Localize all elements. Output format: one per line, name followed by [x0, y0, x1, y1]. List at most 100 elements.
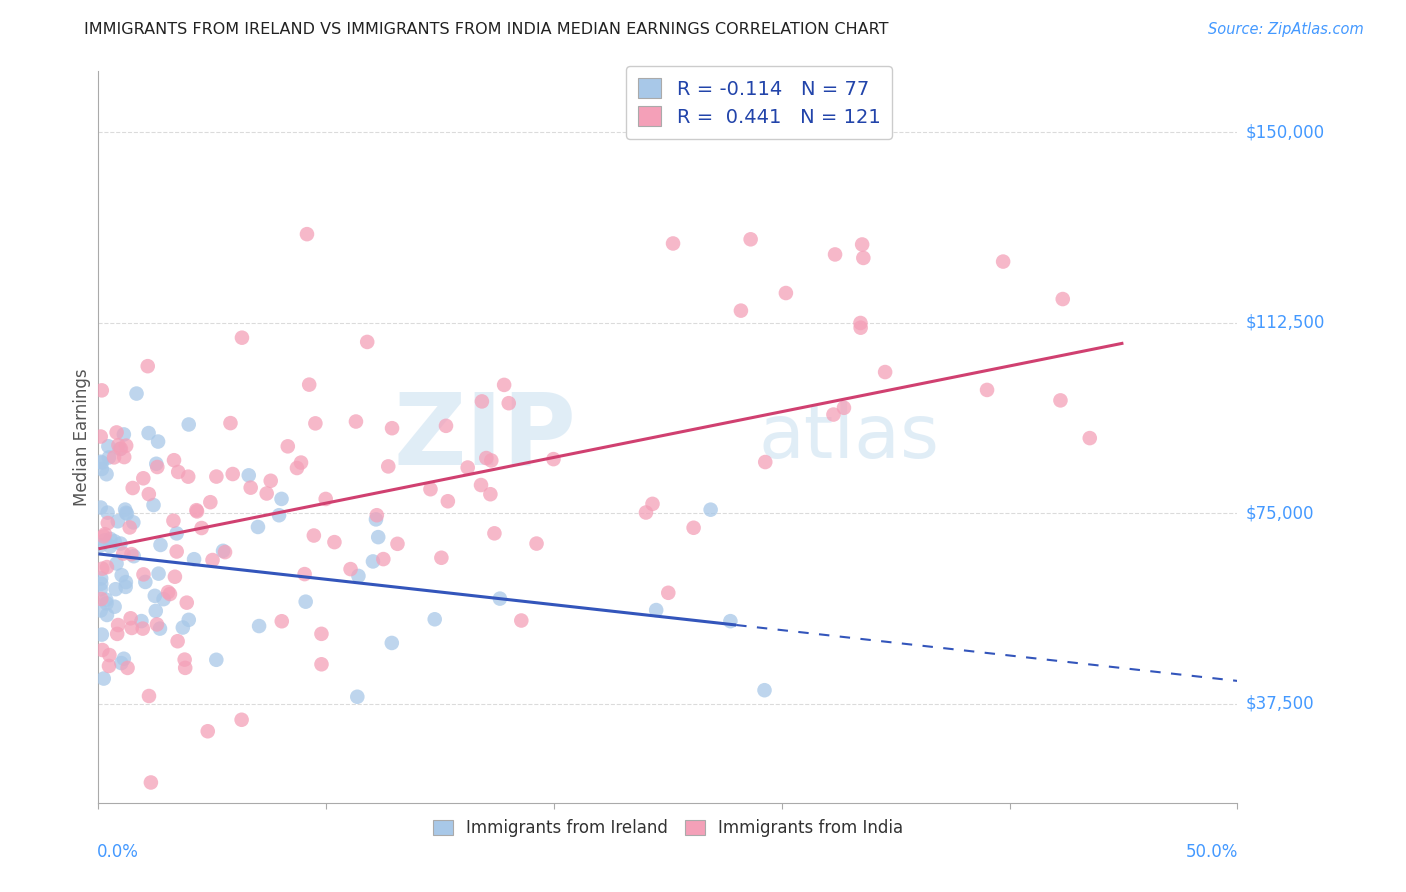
Point: [682, 521, 704, 535]
Point: [96, 467, 118, 482]
Point: [104, 599, 127, 614]
Point: [346, 690, 368, 704]
Point: [166, 634, 188, 648]
Text: $150,000: $150,000: [1246, 123, 1324, 141]
Point: [114, 502, 136, 516]
Point: [142, 498, 165, 512]
Point: [98, 540, 121, 554]
Point: [112, 652, 135, 666]
Point: [103, 450, 125, 465]
Point: [457, 460, 479, 475]
Point: [96, 560, 118, 574]
Text: 0.0%: 0.0%: [97, 843, 139, 861]
Point: [100, 532, 122, 546]
Point: [105, 425, 128, 440]
Legend: Immigrants from Ireland, Immigrants from India: Immigrants from Ireland, Immigrants from…: [425, 811, 911, 846]
Point: [159, 587, 181, 601]
Point: [97, 450, 120, 465]
Point: [138, 487, 160, 501]
Point: [479, 487, 502, 501]
Point: [662, 236, 685, 251]
Point: [90, 538, 112, 552]
Point: [381, 421, 404, 435]
Point: [107, 618, 129, 632]
Point: [190, 521, 212, 535]
Point: [105, 557, 128, 571]
Point: [145, 604, 167, 618]
Point: [470, 478, 492, 492]
Point: [754, 455, 776, 469]
Point: [239, 481, 262, 495]
Point: [96, 592, 118, 607]
Point: [475, 451, 498, 466]
Point: [97, 439, 120, 453]
Point: [381, 636, 404, 650]
Point: [166, 526, 188, 541]
Point: [146, 617, 169, 632]
Point: [498, 396, 520, 410]
Point: [146, 434, 169, 449]
Point: [315, 491, 337, 506]
Point: [120, 611, 142, 625]
Point: [231, 331, 253, 345]
Point: [115, 506, 138, 520]
Point: [162, 514, 184, 528]
Point: [110, 442, 132, 456]
Text: $37,500: $37,500: [1246, 695, 1315, 713]
Point: [172, 621, 194, 635]
Point: [832, 401, 855, 415]
Point: [93, 533, 115, 548]
Text: atlas: atlas: [759, 401, 941, 474]
Point: [489, 591, 512, 606]
Point: [167, 465, 190, 479]
Point: [361, 554, 384, 568]
Point: [90, 456, 112, 470]
Point: [120, 547, 142, 561]
Point: [90, 571, 112, 585]
Text: Source: ZipAtlas.com: Source: ZipAtlas.com: [1208, 22, 1364, 37]
Point: [94, 527, 117, 541]
Point: [177, 469, 200, 483]
Text: ZIP: ZIP: [394, 389, 576, 485]
Point: [212, 544, 235, 558]
Point: [246, 520, 269, 534]
Point: [775, 286, 797, 301]
Point: [366, 508, 388, 523]
Point: [90, 576, 112, 591]
Point: [494, 378, 516, 392]
Point: [90, 627, 112, 641]
Point: [111, 568, 134, 582]
Point: [131, 614, 153, 628]
Point: [754, 683, 776, 698]
Point: [122, 516, 145, 530]
Point: [657, 586, 679, 600]
Point: [430, 550, 453, 565]
Point: [166, 544, 188, 558]
Point: [219, 416, 242, 430]
Point: [200, 495, 222, 509]
Point: [115, 507, 138, 521]
Point: [112, 450, 135, 464]
Point: [107, 438, 129, 452]
Point: [294, 595, 316, 609]
Point: [110, 536, 132, 550]
Point: [824, 247, 846, 261]
Point: [186, 503, 208, 517]
Point: [311, 627, 333, 641]
Point: [214, 545, 236, 559]
Point: [97, 659, 120, 673]
Point: [437, 494, 460, 508]
Point: [222, 467, 245, 481]
Point: [91, 562, 114, 576]
Point: [132, 622, 155, 636]
Point: [90, 500, 112, 515]
Point: [267, 508, 290, 523]
Point: [112, 547, 135, 561]
Point: [134, 574, 156, 589]
Point: [163, 570, 186, 584]
Point: [91, 643, 114, 657]
Point: [97, 516, 120, 530]
Point: [90, 455, 112, 469]
Point: [110, 656, 132, 670]
Point: [108, 442, 131, 456]
